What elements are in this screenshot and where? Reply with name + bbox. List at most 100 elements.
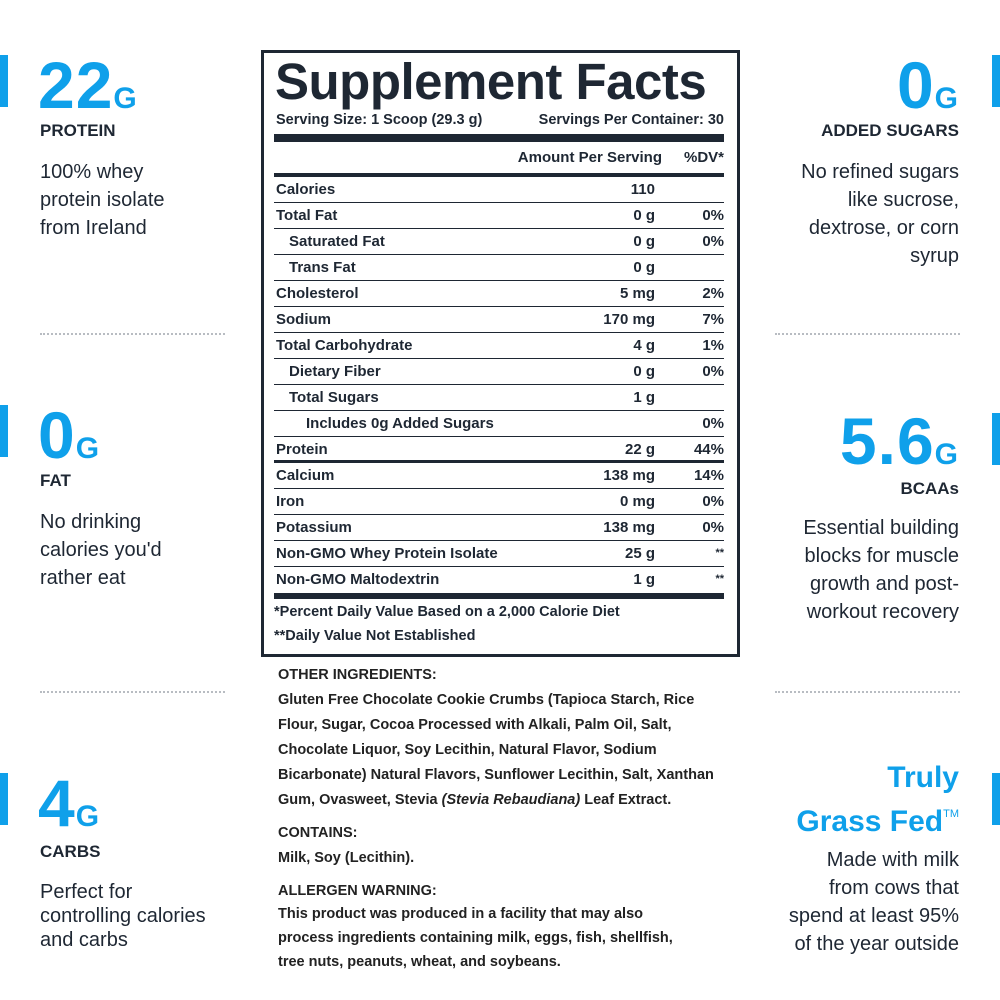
nutrient: Saturated Fat [289,233,385,250]
amount: 22 g [624,441,655,458]
line: Gluten Free Chocolate Cookie Crumbs (Tap… [278,692,695,708]
line: tree nuts, peanuts, wheat, and soybeans. [278,954,561,970]
column-header: Amount Per Serving [517,149,662,166]
serving-size: Serving Size: 1 Scoop (29.3 g) [276,112,483,128]
fact-row: Includes 0g Added Sugars 0% [274,411,724,437]
accent-bar [0,55,8,107]
line: Essential building [803,517,959,539]
nutrient: Sodium [276,311,331,328]
daily-value: 7% [702,311,724,328]
line: rather eat [40,567,126,589]
line: Chocolate Liquor, Soy Lecithin, Natural … [278,742,657,758]
column-header: %DV* [683,149,724,166]
amount: 25 g [624,545,655,562]
line: syrup [910,245,959,267]
fact-row: Protein 22 g 44% [274,437,724,463]
fact-row: Iron 0 mg 0% [274,489,724,515]
section-heading: OTHER INGREDIENTS: [278,667,437,683]
thick-rule [274,593,724,599]
facts-title: Supplement Facts [275,53,707,110]
nutrient: Potassium [276,519,352,536]
line: Made with milk [826,849,959,871]
line: blocks for muscle [804,545,960,567]
daily-value: ** [715,573,724,585]
amount: 1 g [633,389,655,406]
accent-bar [992,773,1000,825]
fact-row: Total Fat 0 g 0% [274,203,724,229]
nutrient: Non-GMO Whey Protein Isolate [276,545,498,562]
nutrient: Total Sugars [289,389,379,406]
stat-number: 0 [38,398,76,472]
divider [40,691,225,693]
footnote: **Daily Value Not Established [274,628,476,644]
amount: 0 g [633,233,655,250]
nutrient: Includes 0g Added Sugars [306,415,494,432]
line: Flour, Sugar, Cocoa Processed with Alkal… [278,717,672,733]
italic-text: (Stevia Rebaudiana) [441,792,581,808]
amount: 0 g [633,259,655,276]
amount: 0 g [633,207,655,224]
stat-value: 0G [38,402,99,482]
line: from cows that [828,877,959,899]
stat-unit: G [934,82,958,115]
amount: 138 mg [603,519,655,536]
fact-row: Calcium 138 mg 14% [274,463,724,489]
line: workout recovery [806,601,959,623]
line: protein isolate [40,189,165,211]
amount: 138 mg [603,467,655,484]
line: and carbs [40,929,128,951]
stat-label: CARBS [40,842,101,861]
text: Gum, Ovasweet, Stevia [278,792,442,808]
nutrient: Iron [276,493,305,510]
daily-value: 0% [702,363,724,380]
stat-description: Perfect for controlling calories and car… [40,880,206,952]
fact-row: Calories 110 [274,177,724,203]
line: Truly [887,761,959,794]
facts-panel [261,50,740,657]
stat-unit: G [75,432,100,465]
warning-text: This product was produced in a facility … [278,902,673,974]
divider [775,691,960,693]
fact-row: Non-GMO Maltodextrin 1 g ** [274,567,724,592]
fact-row: Total Sugars 1 g [274,385,724,411]
line: process ingredients containing milk, egg… [278,930,673,946]
line: Bicarbonate) Natural Flavors, Sunflower … [278,767,714,783]
nutrient: Dietary Fiber [289,363,381,380]
line: growth and post- [810,573,959,595]
stat-unit: G [934,438,958,471]
ingredients-text: Gluten Free Chocolate Cookie Crumbs (Tap… [278,688,714,813]
amount: 4 g [633,337,655,354]
stat-description: No refined sugars like sucrose, dextrose… [801,158,959,270]
line: This product was produced in a facility … [278,906,643,922]
stat-unit: G [75,800,100,833]
fact-row: Sodium 170 mg 7% [274,307,724,333]
amount: 1 g [633,571,655,588]
line: No refined sugars [801,161,959,183]
servings: Servings Per Container: 30 [538,112,724,128]
line: No drinking [40,511,142,533]
nutrient: Non-GMO Maltodextrin [276,571,440,588]
trademark: TM [943,808,959,820]
thick-rule [274,173,724,177]
stat-label: ADDED SUGARS [821,121,959,140]
amount: 110 [630,181,655,198]
divider [40,333,225,335]
fact-row: Total Carbohydrate 4 g 1% [274,333,724,359]
line: from Ireland [40,217,147,239]
nutrient: Total Carbohydrate [276,337,413,354]
line: Grass Fed [796,805,944,838]
divider [775,333,960,335]
grass-fed-title: Truly Grass FedTM [796,760,959,840]
thick-rule [274,134,724,142]
daily-value: 0% [702,493,724,510]
accent-bar [992,413,1000,465]
line: like sucrose, [847,189,959,211]
line: controlling calories [40,905,206,927]
section-heading: CONTAINS: [278,825,358,841]
daily-value: 0% [702,207,724,224]
stat-label: BCAAs [900,479,959,498]
section-heading: ALLERGEN WARNING: [278,883,437,899]
daily-value: 44% [693,441,724,458]
fact-row: Trans Fat 0 g [274,255,724,281]
